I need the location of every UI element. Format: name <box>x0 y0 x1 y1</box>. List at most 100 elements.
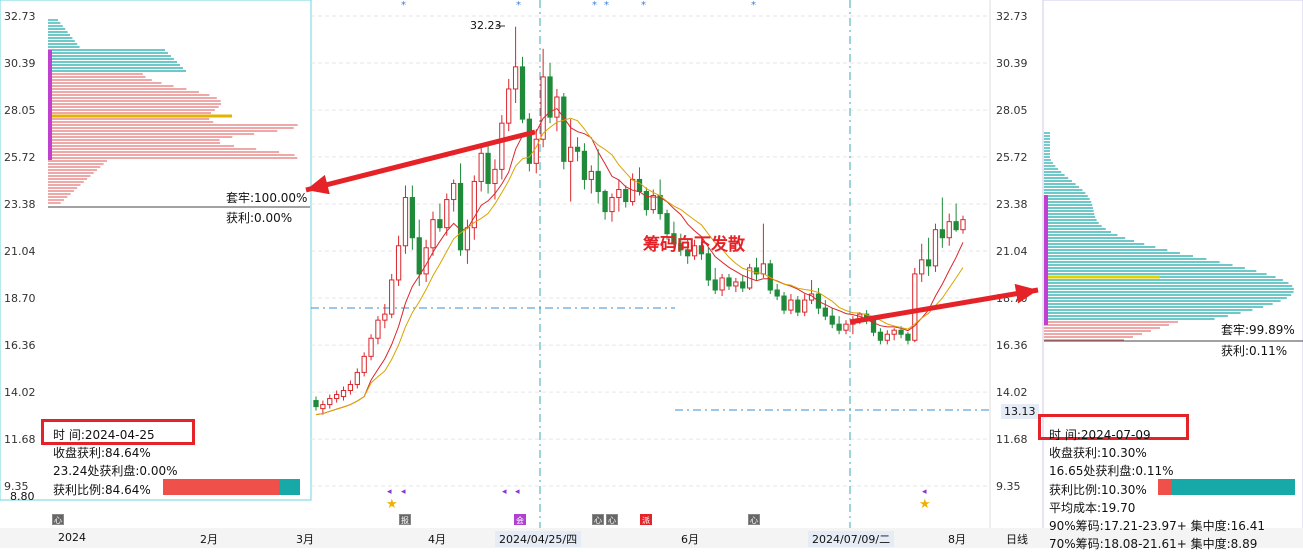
candle-body <box>905 333 911 341</box>
candle-body <box>726 277 732 287</box>
top-marker-star: * <box>401 0 406 11</box>
candle-body <box>712 279 718 291</box>
time-tick: 2024 <box>58 531 86 544</box>
chip-diverge-annotation: 筹码向下发散 <box>643 235 745 255</box>
candle-body <box>609 197 615 213</box>
candle-body <box>753 267 760 275</box>
candle-body <box>313 400 319 408</box>
candle-body <box>602 190 608 213</box>
candle-body <box>884 333 890 341</box>
candle-body <box>822 307 828 317</box>
candle-body <box>740 281 746 289</box>
price-tick-right: 32.73 <box>996 10 1028 23</box>
event-icon[interactable]: 会 <box>514 514 526 525</box>
right-profit-at: 16.65处获利盘:0.11% <box>1049 464 1174 478</box>
candle-body <box>960 219 966 231</box>
signal-marker: ◂ <box>387 487 392 497</box>
right-chip70: 70%筹码:18.08-21.61+ 集中度:8.89 <box>1049 537 1258 551</box>
candle-body <box>925 259 932 267</box>
candle-body <box>554 96 560 118</box>
price-tick-right: 23.38 <box>996 198 1028 211</box>
candle-body <box>719 277 725 291</box>
event-icon[interactable]: 心 <box>606 514 618 525</box>
price-tick-left: 11.68 <box>4 433 36 446</box>
candle-body <box>416 237 422 275</box>
candle-body <box>588 170 594 180</box>
candle-body <box>691 245 698 257</box>
event-icon[interactable]: 报 <box>399 514 411 525</box>
candle-body <box>636 178 643 192</box>
candle-body <box>485 152 491 184</box>
candle-body <box>444 199 450 229</box>
candle-body <box>781 295 787 311</box>
star-marker: ★ <box>919 497 931 512</box>
candle-body <box>340 390 347 398</box>
ratio-loss-part <box>278 479 300 495</box>
right-arrow-head <box>1014 283 1038 304</box>
price-tick-right: 25.72 <box>996 151 1028 164</box>
candle-body <box>320 404 326 410</box>
candle-body <box>361 355 367 373</box>
time-tick: 2024/07/09/二 <box>808 531 895 547</box>
event-icon[interactable]: 心 <box>748 514 760 525</box>
top-marker-star: * <box>516 0 521 11</box>
candle-body <box>368 337 374 357</box>
left-trap-ratio: 套牢:100.00% <box>226 191 308 205</box>
candle-body <box>664 213 670 235</box>
candle-body <box>334 394 340 400</box>
time-tick[interactable]: 日线 <box>1006 533 1028 546</box>
left-arrow <box>305 129 536 193</box>
right-avg-cost: 平均成本:19.70 <box>1049 501 1136 515</box>
signal-marker: ◂ <box>502 487 507 497</box>
candle-body <box>382 313 388 321</box>
price-tick-right: 11.68 <box>996 433 1028 446</box>
signal-marker: ◂ <box>515 487 520 497</box>
time-tick: 4月 <box>428 533 446 546</box>
candle-body <box>595 170 601 192</box>
right-date-box <box>1038 414 1189 440</box>
price-tick-right: 28.05 <box>996 104 1028 117</box>
star-marker: ★ <box>386 497 398 512</box>
price-tick-right: 9.35 <box>996 480 1021 493</box>
event-icon[interactable]: 派 <box>640 514 652 525</box>
price-tick-left: 28.05 <box>4 104 36 117</box>
candle-body <box>547 76 553 118</box>
left-profit-at: 23.24处获利盘:0.00% <box>53 464 178 478</box>
price-tick-left: 21.04 <box>4 245 36 258</box>
candle-body <box>451 182 457 201</box>
left-date-box <box>41 419 195 445</box>
candle-body <box>616 188 622 199</box>
candle-body <box>623 188 629 203</box>
event-icon[interactable]: 心 <box>52 514 64 525</box>
event-icon[interactable]: 心 <box>592 514 604 525</box>
candle-body <box>437 219 443 229</box>
candle-body <box>519 66 526 120</box>
candle-body <box>533 138 539 164</box>
price-tick-left: 32.73 <box>4 10 36 23</box>
candle-body <box>568 146 574 162</box>
price-tick-left: 14.02 <box>4 386 36 399</box>
candle-body <box>402 197 409 247</box>
candle-body <box>877 331 884 341</box>
price-tick-left: 18.70 <box>4 292 36 305</box>
candle-body <box>802 299 808 313</box>
candle-body <box>354 371 360 385</box>
candle-body <box>347 383 354 392</box>
candle-body <box>939 229 945 239</box>
time-tick: 2024/04/25/四 <box>495 531 582 547</box>
candle-body <box>409 197 415 239</box>
time-tick: 6月 <box>681 533 699 546</box>
candle-body <box>946 221 952 239</box>
candle-body <box>506 88 512 124</box>
candle-body <box>327 398 333 406</box>
candle-body <box>891 329 897 335</box>
time-axis-bg <box>0 528 1303 548</box>
time-tick: 8月 <box>948 533 966 546</box>
ratio-loss-part <box>1172 479 1295 495</box>
right-profit-ratio-bar <box>1158 479 1295 495</box>
candle-body <box>836 323 842 331</box>
top-marker-star: * <box>751 0 756 11</box>
left-profit-ratio-text: 获利比例:84.64% <box>53 483 151 497</box>
candle-body <box>581 150 588 180</box>
